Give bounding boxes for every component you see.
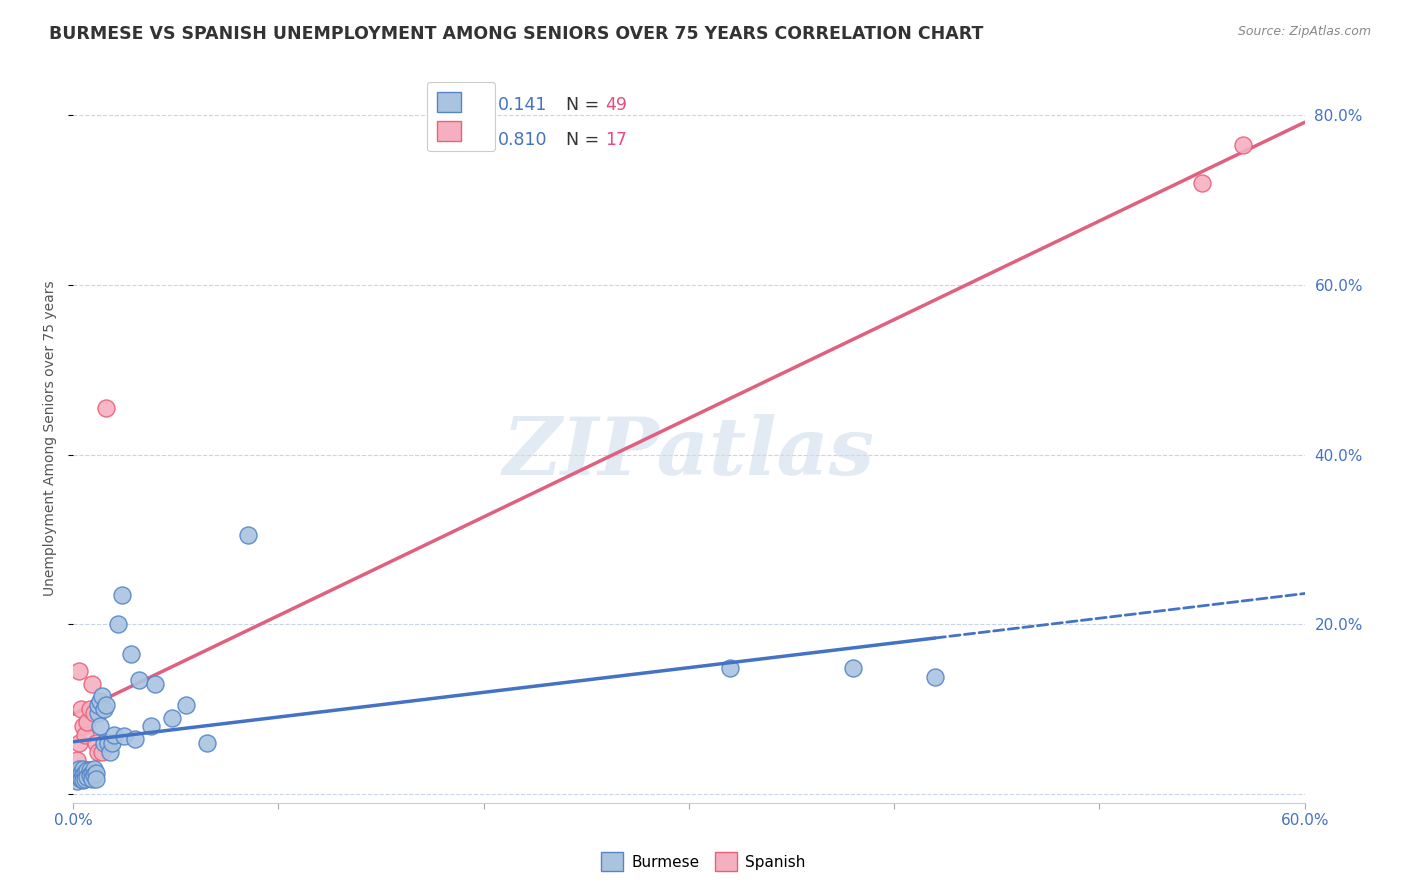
Point (236, 528, 259, 542)
Point (66, 753, 89, 767)
Point (72, 719, 94, 733)
Text: BURMESE VS SPANISH UNEMPLOYMENT AMONG SENIORS OVER 75 YEARS CORRELATION CHART: BURMESE VS SPANISH UNEMPLOYMENT AMONG SE… (49, 25, 984, 43)
Point (90, 745, 112, 759)
Point (76, 770, 98, 784)
Point (67, 664, 90, 678)
Point (67, 762, 90, 776)
Point (139, 719, 162, 733)
Point (63, 770, 86, 784)
Point (76, 714, 98, 729)
Point (76, 764, 98, 778)
Point (79, 764, 101, 778)
Point (75, 772, 97, 786)
Point (72, 773, 94, 788)
Point (842, 661, 865, 675)
Point (75, 728, 97, 742)
Point (718, 661, 741, 675)
Point (174, 698, 197, 712)
Point (84, 772, 107, 786)
Point (83, 768, 105, 782)
Point (75, 765, 97, 780)
Point (120, 647, 142, 661)
Point (84, 765, 107, 780)
Point (67, 770, 90, 784)
Text: N =: N = (565, 131, 599, 149)
Legend:    ,    : , (426, 82, 495, 152)
Point (195, 736, 218, 750)
Point (80, 772, 103, 786)
Point (80, 677, 103, 691)
Point (83, 706, 105, 721)
Point (111, 588, 134, 602)
Point (84, 736, 107, 750)
Point (93, 702, 115, 716)
Point (924, 670, 946, 684)
Text: ZIPatlas: ZIPatlas (503, 414, 875, 491)
Point (87, 745, 110, 759)
Text: 0.810: 0.810 (498, 131, 547, 149)
Point (70, 765, 93, 780)
Point (89, 719, 111, 733)
Point (79, 702, 101, 716)
Point (94, 401, 117, 415)
Point (1191, 176, 1213, 190)
Point (90, 690, 112, 704)
Point (79, 768, 101, 782)
Point (143, 677, 166, 691)
Point (160, 711, 183, 725)
Point (93, 736, 115, 750)
Point (87, 698, 110, 712)
Point (63, 765, 86, 780)
Point (72, 762, 94, 776)
Point (101, 736, 124, 750)
Point (97, 736, 120, 750)
Text: N =: N = (565, 96, 599, 114)
Point (103, 728, 125, 742)
Point (66, 774, 89, 789)
Point (70, 702, 93, 716)
Point (94, 698, 117, 712)
Text: 0.141: 0.141 (498, 96, 547, 114)
Point (87, 706, 110, 721)
Point (107, 617, 129, 632)
Point (124, 731, 146, 746)
Point (83, 762, 105, 776)
Point (128, 673, 150, 687)
Text: Source: ZipAtlas.com: Source: ZipAtlas.com (1237, 25, 1371, 38)
Point (89, 694, 111, 708)
Text: 17: 17 (605, 131, 627, 149)
Point (67, 736, 90, 750)
Y-axis label: Unemployment Among Seniors over 75 years: Unemployment Among Seniors over 75 years (44, 280, 58, 596)
Text: R =: R = (456, 96, 486, 114)
Point (66, 765, 89, 780)
Point (112, 730, 135, 744)
Point (70, 772, 93, 786)
Point (1232, 138, 1254, 153)
Point (80, 765, 103, 780)
Text: R =: R = (456, 131, 486, 149)
Text: 49: 49 (605, 96, 627, 114)
Point (98, 745, 121, 759)
Legend: Burmese, Spanish: Burmese, Spanish (595, 847, 811, 877)
Point (72, 768, 94, 782)
